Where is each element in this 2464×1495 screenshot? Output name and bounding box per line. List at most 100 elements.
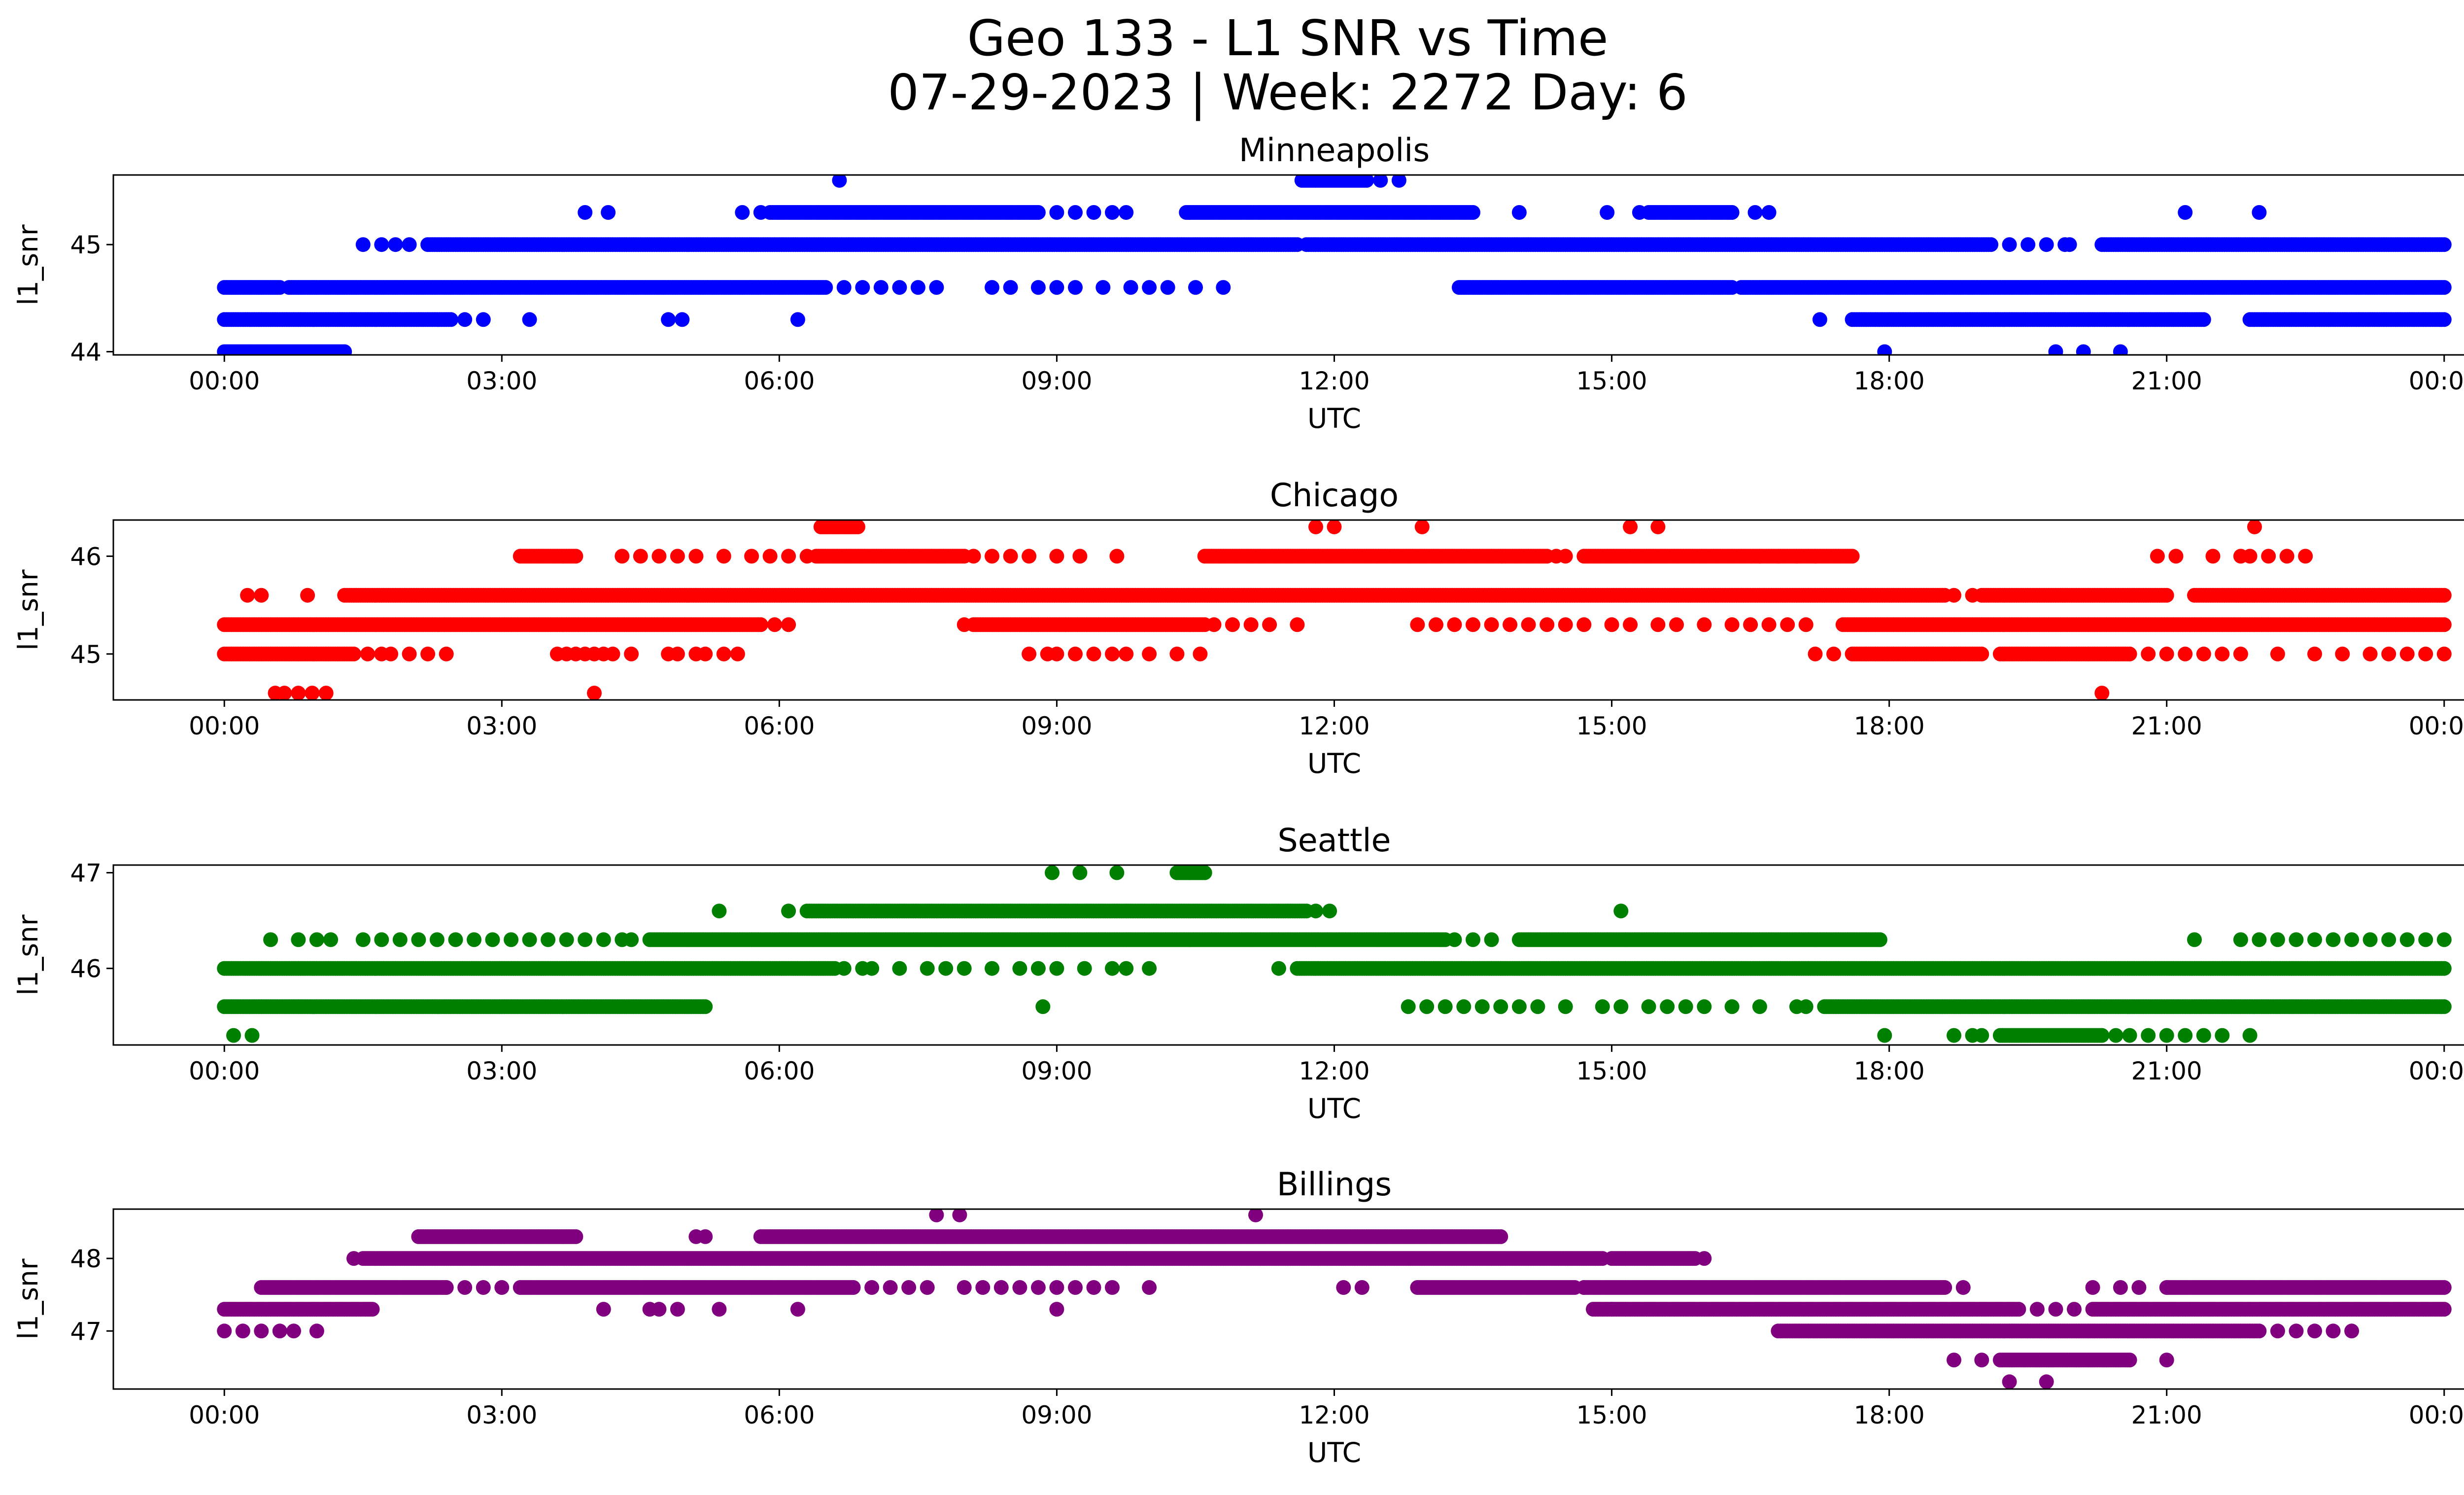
data-point xyxy=(670,646,685,661)
data-point xyxy=(2436,312,2452,327)
data-point xyxy=(2362,646,2378,661)
data-point xyxy=(1558,549,1573,564)
data-point xyxy=(402,237,417,252)
x-tick-label: 15:00 xyxy=(1576,367,1647,395)
data-point xyxy=(2436,237,2452,252)
data-point xyxy=(305,686,320,700)
scatter-points xyxy=(217,520,2452,700)
data-point xyxy=(985,280,999,295)
data-point xyxy=(855,280,870,295)
data-point xyxy=(698,999,713,1014)
data-point xyxy=(850,520,865,534)
data-point xyxy=(240,588,255,603)
data-point xyxy=(1142,646,1157,661)
data-point xyxy=(374,237,389,252)
data-point xyxy=(1119,646,1134,661)
data-point xyxy=(1604,617,1619,632)
data-point xyxy=(2261,549,2276,564)
data-point xyxy=(1558,617,1573,632)
data-point xyxy=(2418,646,2433,661)
data-point xyxy=(966,549,981,564)
data-point xyxy=(753,617,768,632)
data-point xyxy=(2196,1028,2211,1043)
data-point xyxy=(1327,520,1342,534)
x-tick-label: 00:00 xyxy=(189,367,260,395)
data-point xyxy=(716,646,731,661)
data-point xyxy=(910,280,925,295)
data-point xyxy=(1003,549,1018,564)
y-tick-label: 44 xyxy=(70,338,102,366)
data-point xyxy=(1049,280,1064,295)
x-tick-label: 06:00 xyxy=(744,367,815,395)
data-point xyxy=(2399,646,2415,661)
data-point xyxy=(2094,1028,2110,1043)
data-point xyxy=(633,549,648,564)
data-point xyxy=(1798,617,1814,632)
data-point xyxy=(1022,549,1037,564)
data-point xyxy=(2205,549,2221,564)
subplot-title: Chicago xyxy=(1270,477,1399,514)
data-point xyxy=(2076,344,2091,355)
data-point xyxy=(1780,617,1795,632)
data-point xyxy=(1761,205,1777,220)
data-point xyxy=(1447,617,1462,632)
data-point xyxy=(1109,549,1125,564)
data-point xyxy=(2307,646,2322,661)
data-point xyxy=(1216,280,1231,295)
data-point xyxy=(2039,237,2054,252)
data-point xyxy=(1877,1028,1892,1043)
data-point xyxy=(277,686,292,700)
x-tick-label: 12:00 xyxy=(1299,712,1369,740)
data-point xyxy=(355,237,371,252)
data-point xyxy=(651,549,667,564)
data-point xyxy=(476,312,491,327)
x-axis-label: UTC xyxy=(1307,403,1361,434)
data-point xyxy=(2215,1028,2230,1043)
x-tick-label: 15:00 xyxy=(1576,712,1647,740)
data-point xyxy=(781,617,796,632)
data-point xyxy=(439,646,454,661)
data-point xyxy=(670,549,685,564)
data-point xyxy=(1169,646,1185,661)
data-point xyxy=(2252,205,2267,220)
data-point xyxy=(1068,646,1083,661)
x-tick-label: 00:00 xyxy=(189,712,260,740)
data-point xyxy=(1410,617,1425,632)
data-point xyxy=(615,549,630,564)
data-point xyxy=(1262,617,1277,632)
data-point xyxy=(2168,549,2184,564)
data-point xyxy=(1600,205,1615,220)
data-point xyxy=(753,205,768,220)
data-point xyxy=(2002,237,2017,252)
data-point xyxy=(2178,1028,2193,1043)
data-point xyxy=(1947,588,1961,603)
data-point xyxy=(1142,280,1157,295)
data-point xyxy=(957,617,972,632)
data-point xyxy=(767,617,782,632)
data-point xyxy=(2247,520,2262,534)
data-point xyxy=(1086,646,1101,661)
data-point xyxy=(1974,1028,1989,1043)
data-point xyxy=(1812,312,1827,327)
data-point xyxy=(1243,617,1259,632)
scatter-points xyxy=(217,175,2452,355)
data-point xyxy=(2215,646,2230,661)
data-point xyxy=(318,686,334,700)
data-point xyxy=(1632,205,1647,220)
y-tick-label: 45 xyxy=(70,640,102,669)
x-tick-label: 09:00 xyxy=(1021,712,1092,740)
data-point xyxy=(1947,1028,1961,1043)
data-point xyxy=(2270,646,2285,661)
data-point xyxy=(1747,205,1763,220)
data-point xyxy=(1119,205,1134,220)
x-tick-label: 12:00 xyxy=(1299,367,1369,395)
data-point xyxy=(2178,646,2193,661)
data-point xyxy=(1697,617,1712,632)
data-point xyxy=(1466,205,1480,220)
data-point xyxy=(1049,549,1064,564)
data-point xyxy=(1724,205,1740,220)
